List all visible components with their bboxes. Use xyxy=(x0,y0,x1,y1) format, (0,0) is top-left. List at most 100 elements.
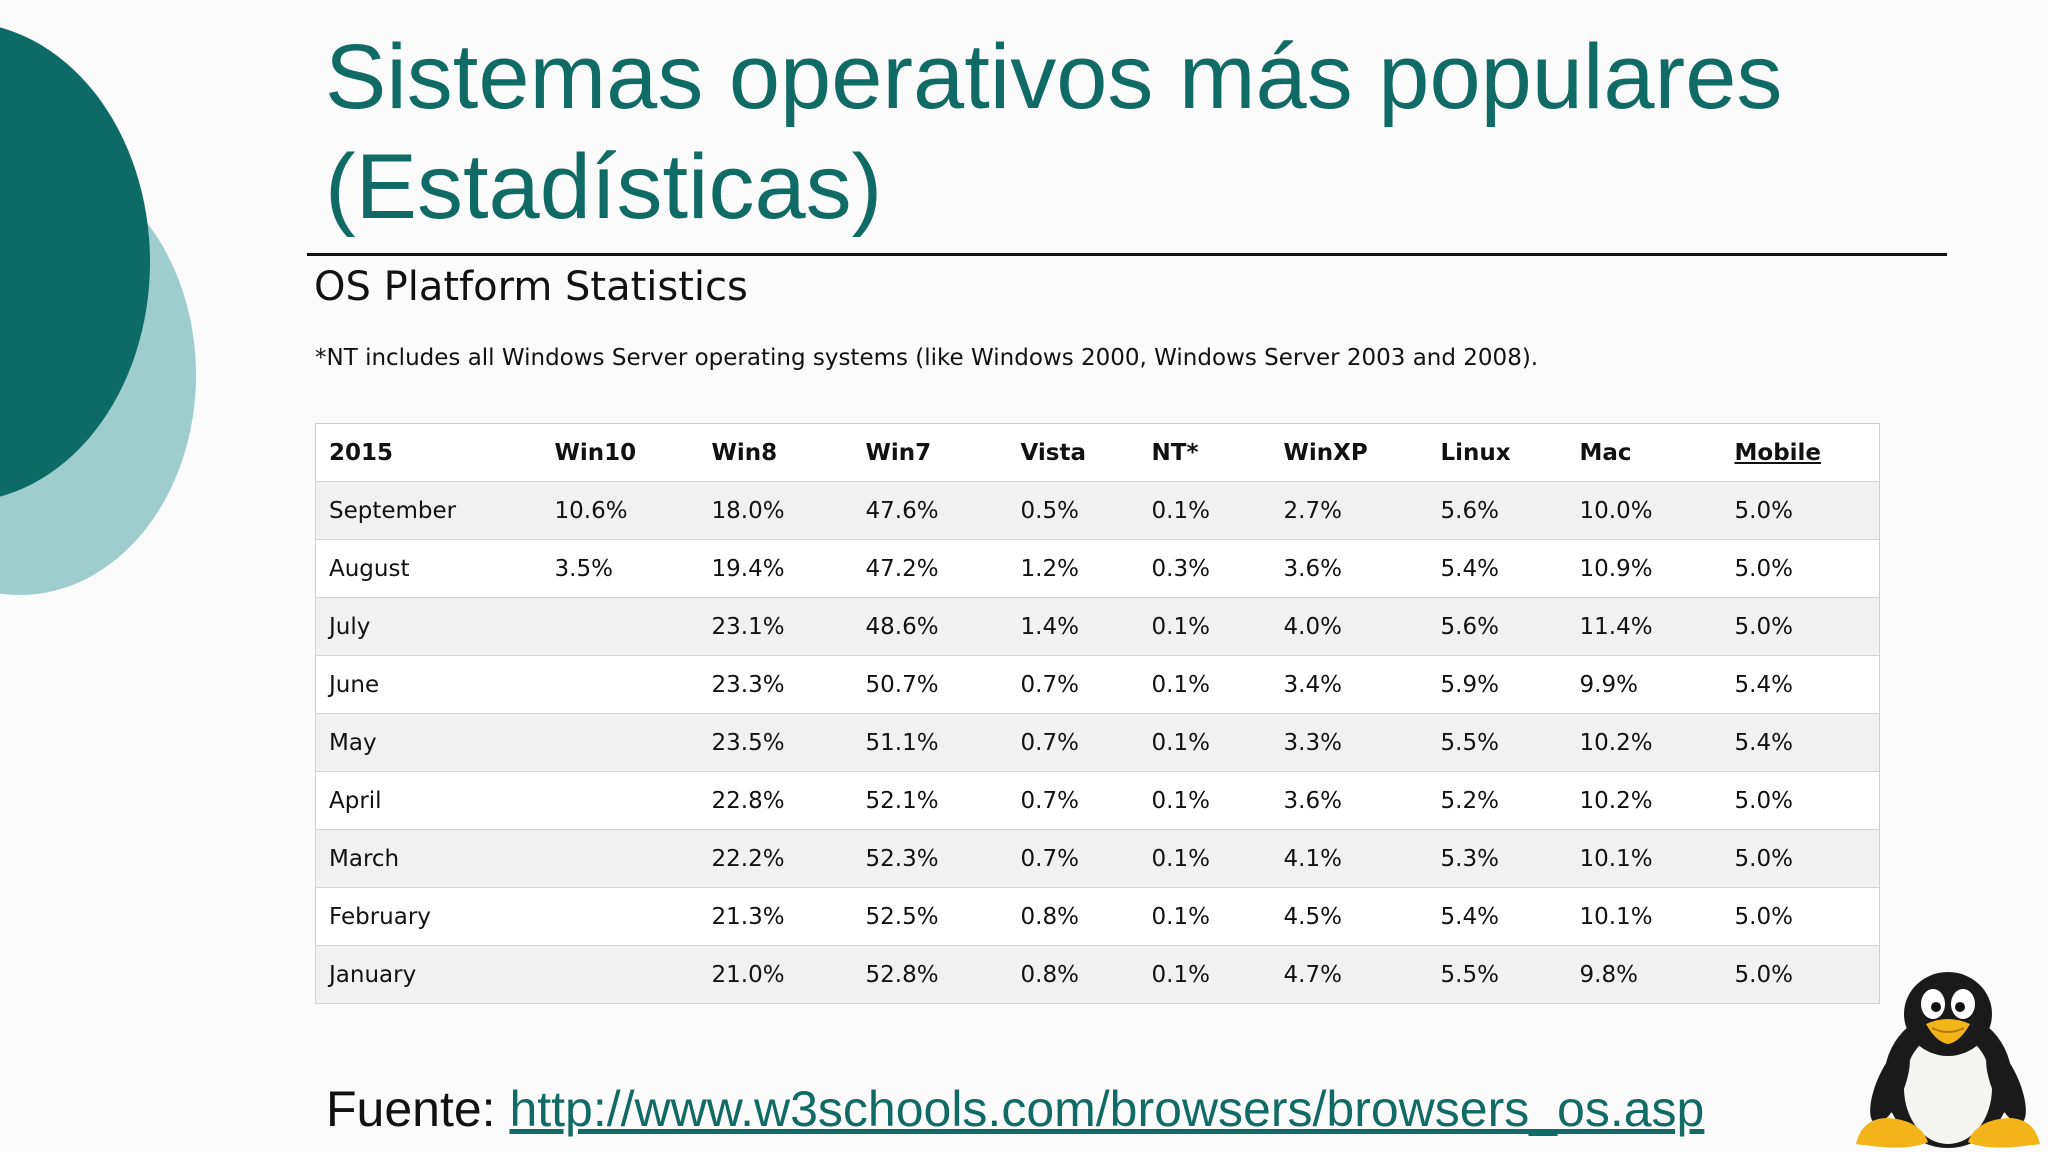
title-divider xyxy=(307,253,1947,256)
cell-win8: 19.4% xyxy=(698,539,853,598)
cell-winxp: 4.1% xyxy=(1270,829,1428,888)
col-header-win10: Win10 xyxy=(541,423,699,482)
col-header-nt: NT* xyxy=(1138,423,1271,482)
cell-nt: 0.3% xyxy=(1138,539,1271,598)
table-row: April 22.8% 52.1% 0.7% 0.1% 3.6% 5.2% 10.2% 5.0% xyxy=(315,771,1880,830)
cell-win8: 23.1% xyxy=(698,597,853,656)
footnote-text: *NT includes all Windows Server operatin… xyxy=(315,345,1539,371)
cell-nt: 0.1% xyxy=(1138,887,1271,946)
title-line-2: (Estadísticas) xyxy=(325,136,883,238)
cell-winxp: 4.5% xyxy=(1270,887,1428,946)
source-link[interactable]: http://www.w3schools.com/browsers/browse… xyxy=(509,1081,1705,1137)
cell-mobile: 5.0% xyxy=(1721,829,1880,888)
table-row: August 3.5% 19.4% 47.2% 1.2% 0.3% 3.6% 5.4% 10.9… xyxy=(315,539,1880,598)
cell-win10 xyxy=(541,829,699,888)
cell-mac: 10.0% xyxy=(1566,481,1722,540)
cell-vista: 0.5% xyxy=(1007,481,1139,540)
cell-nt: 0.1% xyxy=(1138,481,1271,540)
cell-winxp: 4.0% xyxy=(1270,597,1428,656)
cell-mobile: 5.0% xyxy=(1721,597,1880,656)
cell-linux: 5.3% xyxy=(1427,829,1567,888)
cell-nt: 0.1% xyxy=(1138,713,1271,772)
source-citation: Fuente: http://www.w3schools.com/browser… xyxy=(326,1080,1704,1138)
teal-circles-decoration xyxy=(0,27,196,595)
table-row: September 10.6% 18.0% 47.6% 0.5% 0.1% 2.7% 5.6%… xyxy=(315,481,1880,540)
cell-win10: 10.6% xyxy=(541,481,699,540)
cell-win7: 50.7% xyxy=(852,655,1008,714)
cell-mobile: 5.4% xyxy=(1721,655,1880,714)
cell-win10: 3.5% xyxy=(541,539,699,598)
cell-month: June xyxy=(315,655,542,714)
cell-mobile: 5.4% xyxy=(1721,713,1880,772)
cell-vista: 0.7% xyxy=(1007,713,1139,772)
cell-month: September xyxy=(315,481,542,540)
cell-vista: 1.2% xyxy=(1007,539,1139,598)
cell-mac: 10.2% xyxy=(1566,771,1722,830)
cell-mac: 10.2% xyxy=(1566,713,1722,772)
cell-mobile: 5.0% xyxy=(1721,945,1880,1004)
col-header-mobile-link[interactable]: Mobile xyxy=(1721,423,1880,482)
cell-linux: 5.6% xyxy=(1427,597,1567,656)
cell-mac: 10.9% xyxy=(1566,539,1722,598)
cell-winxp: 3.3% xyxy=(1270,713,1428,772)
slide-title: Sistemas operativos más populares (Estad… xyxy=(325,22,1985,242)
cell-winxp: 3.4% xyxy=(1270,655,1428,714)
cell-win10 xyxy=(541,945,699,1004)
cell-mobile: 5.0% xyxy=(1721,771,1880,830)
col-header-winxp: WinXP xyxy=(1270,423,1428,482)
cell-win7: 48.6% xyxy=(852,597,1008,656)
cell-linux: 5.9% xyxy=(1427,655,1567,714)
table-row: May 23.5% 51.1% 0.7% 0.1% 3.3% 5.5% 10.2% 5.4% xyxy=(315,713,1880,772)
cell-mobile: 5.0% xyxy=(1721,539,1880,598)
table-body: September 10.6% 18.0% 47.6% 0.5% 0.1% 2.7% 5.6%… xyxy=(315,481,1880,1004)
cell-win7: 52.1% xyxy=(852,771,1008,830)
cell-month: April xyxy=(315,771,542,830)
linux-penguin-icon xyxy=(1856,972,2040,1148)
cell-vista: 0.8% xyxy=(1007,945,1139,1004)
page-heading: OS Platform Statistics xyxy=(314,264,748,310)
cell-win10 xyxy=(541,655,699,714)
cell-win10 xyxy=(541,713,699,772)
cell-vista: 0.7% xyxy=(1007,655,1139,714)
cell-vista: 1.4% xyxy=(1007,597,1139,656)
cell-win7: 52.5% xyxy=(852,887,1008,946)
cell-nt: 0.1% xyxy=(1138,945,1271,1004)
cell-linux: 5.5% xyxy=(1427,945,1567,1004)
cell-vista: 0.8% xyxy=(1007,887,1139,946)
col-header-vista: Vista xyxy=(1007,423,1139,482)
cell-winxp: 3.6% xyxy=(1270,539,1428,598)
cell-mac: 10.1% xyxy=(1566,829,1722,888)
cell-mac: 10.1% xyxy=(1566,887,1722,946)
table-row: January 21.0% 52.8% 0.8% 0.1% 4.7% 5.5% 9.8% 5.0… xyxy=(315,945,1880,1004)
cell-win10 xyxy=(541,597,699,656)
cell-winxp: 3.6% xyxy=(1270,771,1428,830)
cell-month: March xyxy=(315,829,542,888)
cell-mobile: 5.0% xyxy=(1721,887,1880,946)
source-label: Fuente: xyxy=(326,1081,510,1137)
cell-mac: 9.9% xyxy=(1566,655,1722,714)
cell-winxp: 2.7% xyxy=(1270,481,1428,540)
cell-win8: 21.0% xyxy=(698,945,853,1004)
cell-win7: 47.6% xyxy=(852,481,1008,540)
cell-month: July xyxy=(315,597,542,656)
col-header-linux: Linux xyxy=(1427,423,1567,482)
cell-win7: 47.2% xyxy=(852,539,1008,598)
cell-win7: 52.8% xyxy=(852,945,1008,1004)
table-row: July 23.1% 48.6% 1.4% 0.1% 4.0% 5.6% 11.4% 5.0% xyxy=(315,597,1880,656)
cell-linux: 5.4% xyxy=(1427,887,1567,946)
table-row: March 22.2% 52.3% 0.7% 0.1% 4.1% 5.3% 10.1% 5.0% xyxy=(315,829,1880,888)
cell-nt: 0.1% xyxy=(1138,829,1271,888)
cell-mac: 11.4% xyxy=(1566,597,1722,656)
cell-month: May xyxy=(315,713,542,772)
title-line-1: Sistemas operativos más populares xyxy=(325,26,1783,128)
cell-win8: 21.3% xyxy=(698,887,853,946)
cell-vista: 0.7% xyxy=(1007,771,1139,830)
cell-nt: 0.1% xyxy=(1138,771,1271,830)
col-header-win7: Win7 xyxy=(852,423,1008,482)
cell-mobile: 5.0% xyxy=(1721,481,1880,540)
cell-month: January xyxy=(315,945,542,1004)
cell-win8: 22.2% xyxy=(698,829,853,888)
table-row: June 23.3% 50.7% 0.7% 0.1% 3.4% 5.9% 9.9% 5.4% xyxy=(315,655,1880,714)
cell-win7: 51.1% xyxy=(852,713,1008,772)
cell-win10 xyxy=(541,887,699,946)
